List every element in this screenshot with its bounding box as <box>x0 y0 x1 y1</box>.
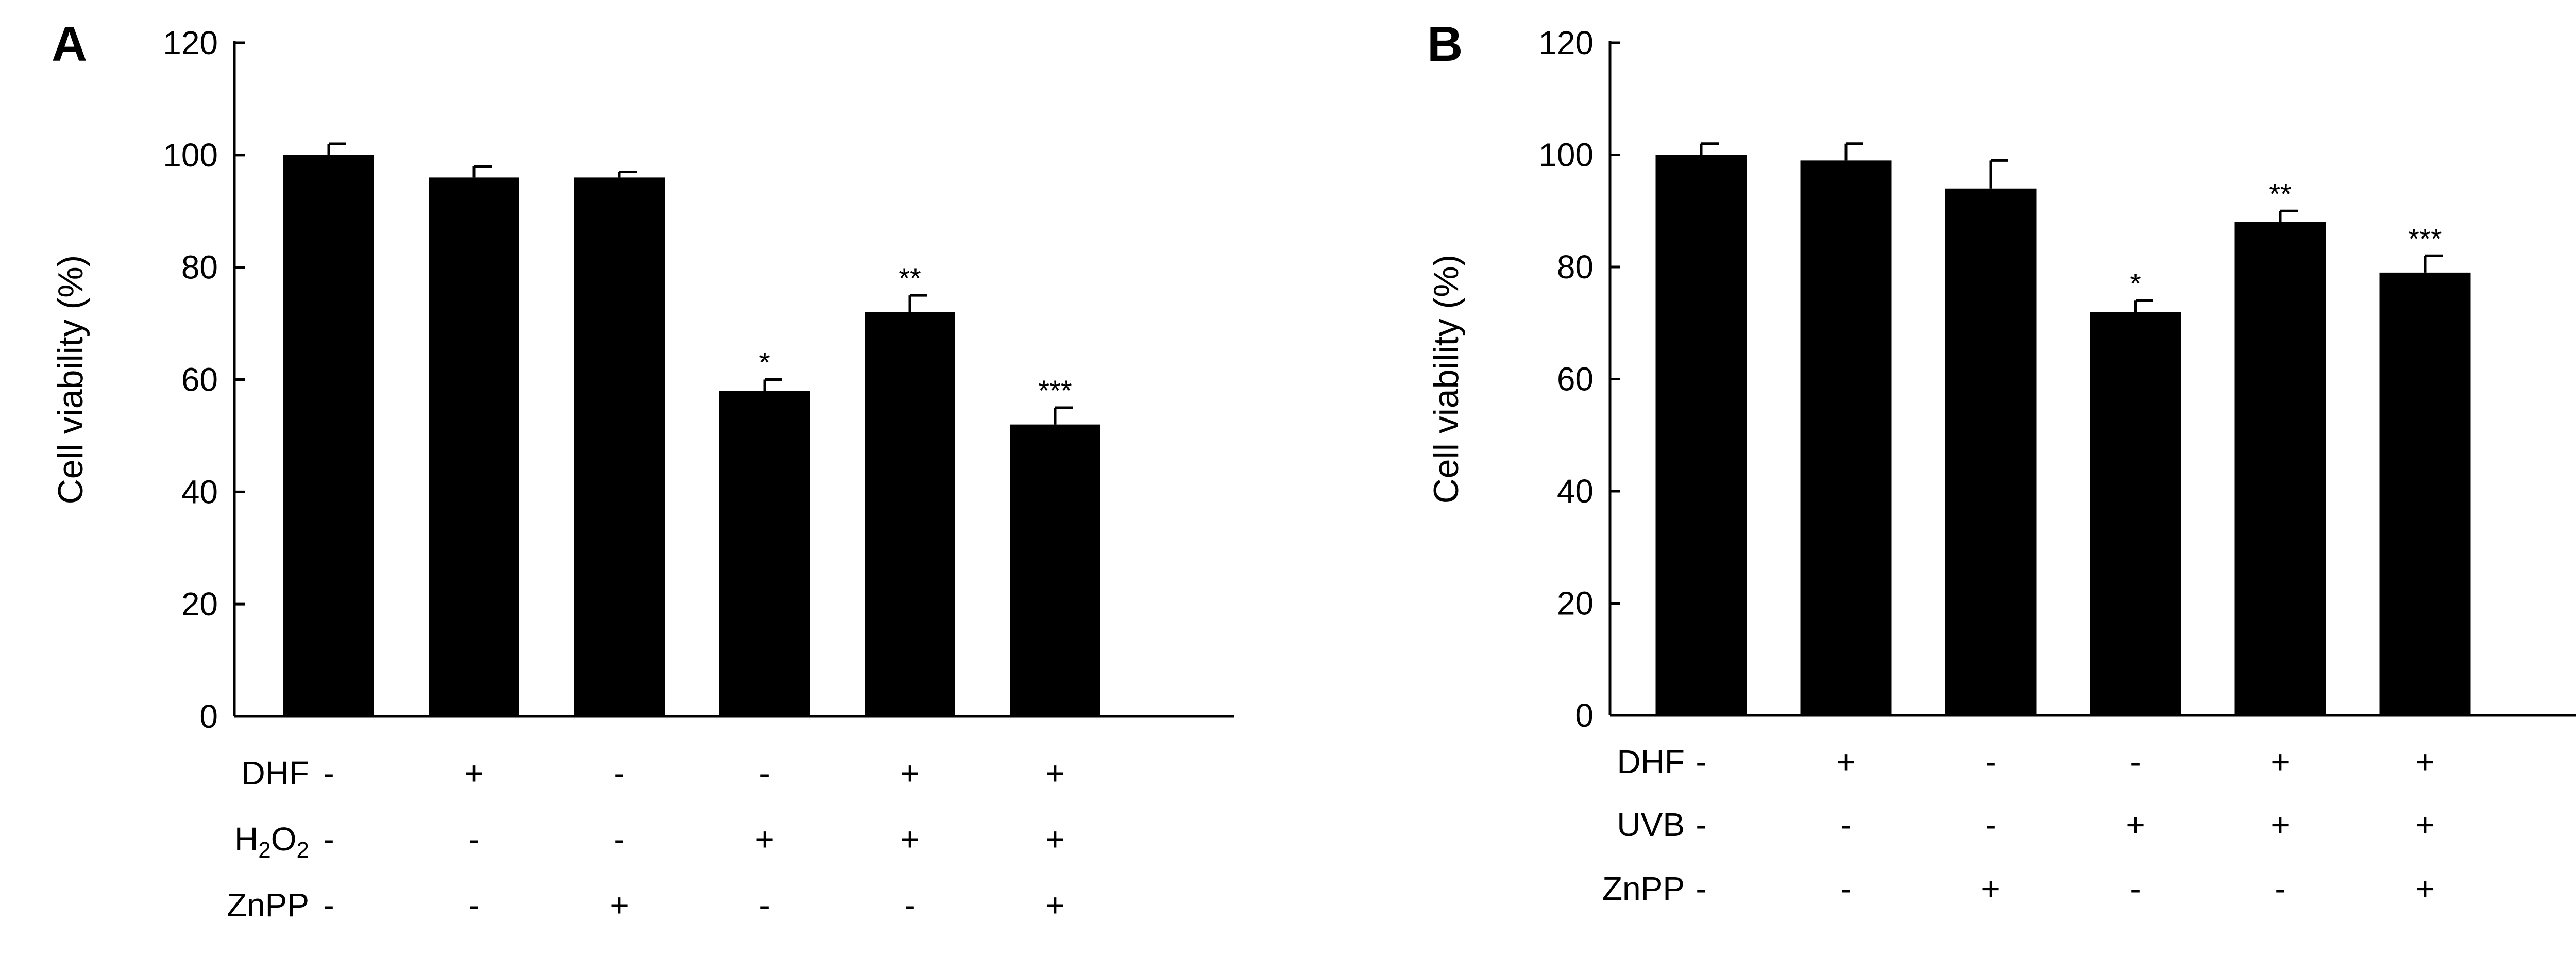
panel-a-condition-mark: - <box>759 886 770 924</box>
panel-a-y-tick-label: 0 <box>199 698 218 735</box>
panel-a-condition-mark: - <box>323 886 334 924</box>
panel-a-condition-mark: + <box>900 821 919 858</box>
panel-a-condition-name-part: H <box>234 821 258 858</box>
panel-a-condition-mark: - <box>759 755 770 792</box>
panel-b-significance-label: * <box>2130 267 2141 299</box>
panel-a-y-tick-label: 120 <box>163 24 218 61</box>
panel-a-condition-name: H2O2 <box>234 821 309 863</box>
panel-a-significance-label: *** <box>1038 374 1072 407</box>
panel-b-significance-label: ** <box>2269 177 2292 210</box>
panel-b-condition-mark: - <box>2130 743 2141 780</box>
panel-b-y-tick-label: 60 <box>1557 361 1594 398</box>
panel-a-condition-name-part: O <box>271 821 297 858</box>
panel-a-condition-mark: + <box>900 755 919 792</box>
panel-a-condition-mark: - <box>614 821 624 858</box>
panel-b-condition-mark: - <box>1696 743 1706 780</box>
panel-b-bar <box>2090 312 2181 715</box>
panel-b-condition-mark: + <box>1981 870 2000 907</box>
panel-b-condition-mark: - <box>2130 870 2141 907</box>
panel-b-y-tick-label: 120 <box>1538 24 1594 61</box>
panel-b-condition-name: ZnPP <box>1602 870 1685 907</box>
panel-b-condition-mark: - <box>1840 806 1851 843</box>
panel-b-condition-name: DHF <box>1617 743 1685 780</box>
panel-b-condition-mark: + <box>2270 806 2290 843</box>
panel-b-condition-mark: - <box>1696 870 1706 907</box>
panel-a-y-tick-label: 100 <box>163 137 218 174</box>
panel-a-bar <box>865 312 955 716</box>
panel-b-condition-mark: + <box>2415 870 2434 907</box>
panel-b-bar <box>1945 188 2037 715</box>
panel-a-y-axis-label: Cell viability (%) <box>51 255 90 505</box>
panel-b-bar <box>2379 272 2471 715</box>
panel-a-condition-mark: - <box>323 755 334 792</box>
panel-a-condition-name-part: 2 <box>297 838 309 863</box>
panel-b-condition-mark: - <box>1696 806 1706 843</box>
panel-a-bar <box>1010 424 1100 716</box>
panel-a-y-tick-label: 40 <box>181 473 218 510</box>
panel-a-significance-label: * <box>759 346 770 379</box>
panel-b-bar <box>2234 222 2326 715</box>
panel-a-condition-mark: + <box>1045 886 1064 924</box>
panel-b-condition-mark: + <box>2415 743 2434 780</box>
panel-a-y-tick-label: 20 <box>181 585 218 623</box>
panel-b-condition-mark: + <box>2270 743 2290 780</box>
panel-a-condition-mark: + <box>609 886 629 924</box>
panel-b-y-axis-label: Cell viability (%) <box>1427 255 1466 504</box>
panel-b-y-tick-label: 40 <box>1557 473 1594 510</box>
panel-b-bar <box>1655 155 1747 715</box>
panel-b-significance-label: *** <box>2408 222 2442 255</box>
panel-b-condition-mark: + <box>2126 806 2145 843</box>
panel-a-y-tick-label: 60 <box>181 361 218 398</box>
panel-b-condition-mark: - <box>1840 870 1851 907</box>
panel-a-condition-name-part: 2 <box>258 838 270 863</box>
panel-b-y-tick-label: 0 <box>1575 697 1594 734</box>
panel-a-bar <box>283 155 374 716</box>
panel-a-condition-mark: - <box>904 886 915 924</box>
panel-a-condition-mark: - <box>323 821 334 858</box>
panel-a-significance-label: ** <box>899 262 921 294</box>
panel-b-condition-mark: - <box>2275 870 2285 907</box>
panel-a-bar <box>429 177 519 716</box>
panel-a-letter: A <box>52 16 87 72</box>
panel-b-y-tick-label: 80 <box>1557 248 1594 286</box>
panel-b-condition-mark: + <box>1836 743 1855 780</box>
panel-b-bar <box>1800 160 1892 715</box>
panel-b-letter: B <box>1427 16 1463 72</box>
panel-b-condition-mark: + <box>2415 806 2434 843</box>
panel-a-condition-name: ZnPP <box>227 886 309 924</box>
panel-a-condition-mark: + <box>1045 821 1064 858</box>
panel-a-bar <box>719 391 810 716</box>
panel-a-condition-mark: + <box>464 755 483 792</box>
panel-a-condition-mark: - <box>468 886 479 924</box>
panel-b-condition-name: UVB <box>1617 806 1685 843</box>
panel-a-bar <box>574 177 665 716</box>
panel-a-condition-name: DHF <box>241 755 309 792</box>
panel-b-y-tick-label: 20 <box>1557 585 1594 622</box>
panel-a-y-tick-label: 80 <box>181 249 218 286</box>
panel-a-condition-mark: + <box>1045 755 1064 792</box>
panel-a-condition-mark: - <box>468 821 479 858</box>
panel-a-condition-mark: - <box>614 755 624 792</box>
panel-a-condition-mark: + <box>755 821 774 858</box>
panel-b-condition-mark: - <box>1985 806 1996 843</box>
panel-b-y-tick-label: 100 <box>1538 137 1594 174</box>
panel-b-condition-mark: - <box>1985 743 1996 780</box>
